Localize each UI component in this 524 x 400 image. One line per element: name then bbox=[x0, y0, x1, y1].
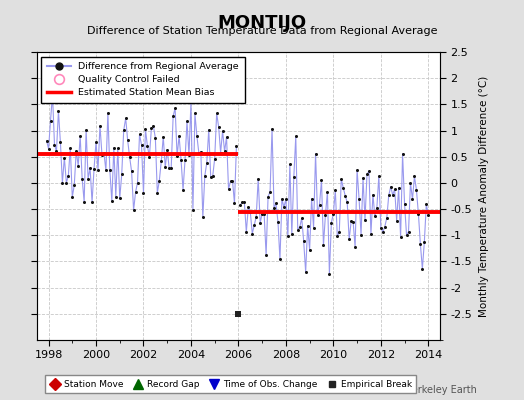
Text: MONTIJO: MONTIJO bbox=[217, 14, 307, 32]
Legend: Difference from Regional Average, Quality Control Failed, Estimated Station Mean: Difference from Regional Average, Qualit… bbox=[41, 57, 245, 103]
Y-axis label: Monthly Temperature Anomaly Difference (°C): Monthly Temperature Anomaly Difference (… bbox=[479, 75, 489, 317]
Text: Berkeley Earth: Berkeley Earth bbox=[405, 385, 477, 395]
Text: Difference of Station Temperature Data from Regional Average: Difference of Station Temperature Data f… bbox=[87, 26, 437, 36]
Legend: Station Move, Record Gap, Time of Obs. Change, Empirical Break: Station Move, Record Gap, Time of Obs. C… bbox=[45, 376, 416, 394]
